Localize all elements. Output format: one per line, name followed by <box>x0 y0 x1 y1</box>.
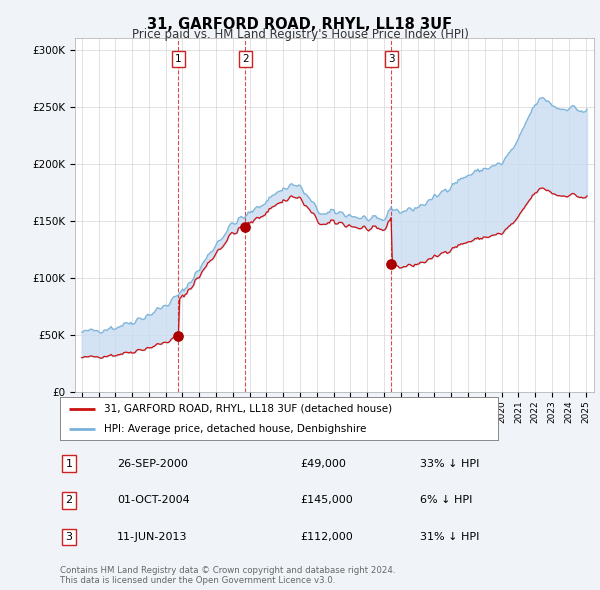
Text: 33% ↓ HPI: 33% ↓ HPI <box>420 459 479 468</box>
Text: 6% ↓ HPI: 6% ↓ HPI <box>420 496 472 505</box>
Text: 11-JUN-2013: 11-JUN-2013 <box>117 532 187 542</box>
Text: 2: 2 <box>65 496 73 505</box>
Text: £145,000: £145,000 <box>300 496 353 505</box>
Text: £112,000: £112,000 <box>300 532 353 542</box>
Text: 31, GARFORD ROAD, RHYL, LL18 3UF (detached house): 31, GARFORD ROAD, RHYL, LL18 3UF (detach… <box>104 404 392 414</box>
Text: 2: 2 <box>242 54 249 64</box>
Text: 3: 3 <box>65 532 73 542</box>
Point <box>173 332 183 341</box>
Text: 1: 1 <box>175 54 182 64</box>
Text: 01-OCT-2004: 01-OCT-2004 <box>117 496 190 505</box>
Text: 3: 3 <box>388 54 395 64</box>
Text: £49,000: £49,000 <box>300 459 346 468</box>
Text: 26-SEP-2000: 26-SEP-2000 <box>117 459 188 468</box>
Text: Contains HM Land Registry data © Crown copyright and database right 2024.
This d: Contains HM Land Registry data © Crown c… <box>60 566 395 585</box>
Point <box>241 222 250 231</box>
Text: 31% ↓ HPI: 31% ↓ HPI <box>420 532 479 542</box>
Text: 1: 1 <box>65 459 73 468</box>
Text: HPI: Average price, detached house, Denbighshire: HPI: Average price, detached house, Denb… <box>104 424 366 434</box>
Point <box>386 260 396 269</box>
Text: 31, GARFORD ROAD, RHYL, LL18 3UF: 31, GARFORD ROAD, RHYL, LL18 3UF <box>148 17 452 31</box>
Text: Price paid vs. HM Land Registry's House Price Index (HPI): Price paid vs. HM Land Registry's House … <box>131 28 469 41</box>
